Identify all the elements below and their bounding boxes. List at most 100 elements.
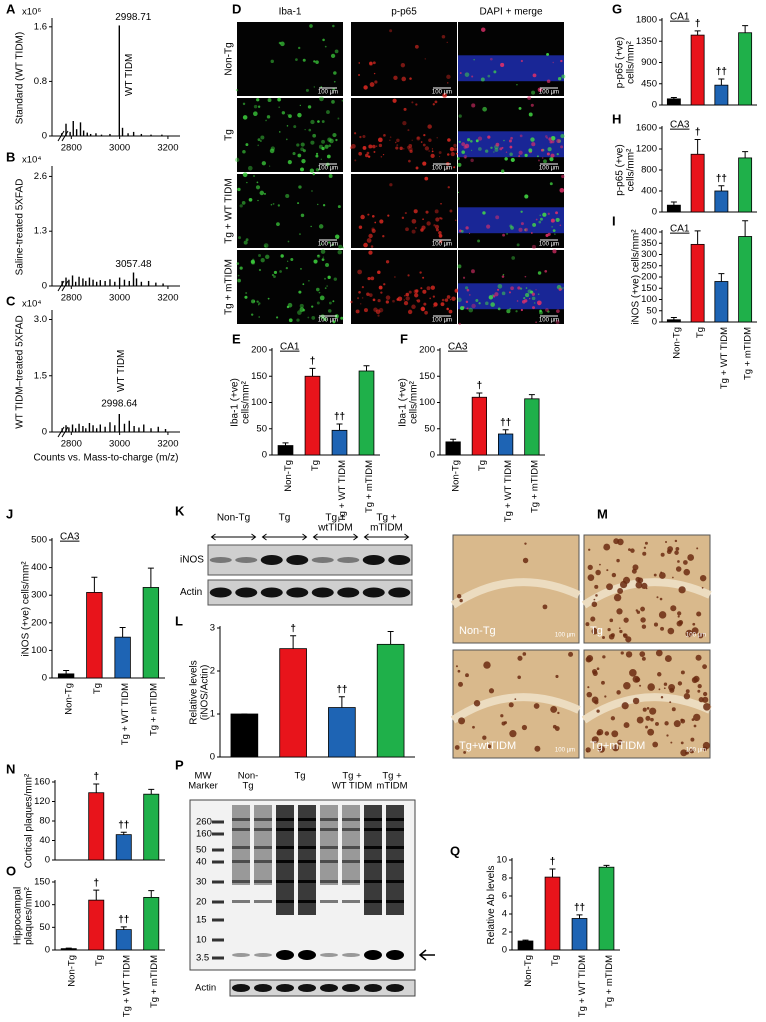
speck <box>276 222 280 227</box>
ab-band <box>276 950 294 960</box>
speck <box>269 148 275 154</box>
speck <box>380 291 383 294</box>
speck <box>318 224 324 229</box>
x-tick-label: 2800 <box>61 143 82 154</box>
blot-band <box>235 587 258 598</box>
speck <box>350 300 353 304</box>
speck <box>366 238 372 243</box>
speck <box>559 224 562 227</box>
lane-band <box>232 900 250 903</box>
speck <box>316 152 319 155</box>
plaque <box>591 668 598 675</box>
speck <box>444 298 449 302</box>
y-axis-label: plaques/mm² <box>24 886 35 944</box>
lane-band <box>276 860 294 863</box>
plaque <box>635 609 639 612</box>
x-tick-label: Tg <box>310 460 321 471</box>
blot-band <box>388 587 411 598</box>
speck <box>470 158 474 163</box>
speck <box>506 233 508 235</box>
lane-band <box>364 828 382 831</box>
y-axis-label: Standard (WT TIDM) <box>15 32 26 124</box>
speck <box>465 300 469 304</box>
speck <box>243 240 248 245</box>
speck <box>509 145 513 149</box>
scale-bar-label: 100 µm <box>539 318 559 324</box>
lane-smear <box>254 805 272 885</box>
speck <box>555 217 560 223</box>
speck <box>332 24 335 28</box>
speck <box>338 244 343 249</box>
lane-band <box>232 818 250 821</box>
speck <box>499 147 503 151</box>
plaque <box>608 634 615 640</box>
speck <box>528 148 533 153</box>
bar <box>358 370 375 456</box>
speck <box>332 87 335 91</box>
speck <box>295 58 298 62</box>
speck <box>438 151 442 154</box>
y-tick-label: 350 <box>641 238 657 249</box>
speck <box>435 217 440 222</box>
region-label: CA3 <box>670 120 690 131</box>
group-label: Non-Tg <box>217 513 250 524</box>
plaque <box>595 594 598 597</box>
micrograph: 100 µm <box>349 98 458 172</box>
plaque <box>591 696 599 704</box>
speck <box>250 313 254 316</box>
speck <box>469 294 471 296</box>
plaque <box>693 713 701 722</box>
speck <box>285 266 288 270</box>
blot-band <box>388 555 411 565</box>
plaque <box>465 673 469 678</box>
actin-band <box>232 984 250 992</box>
error-bar <box>282 442 289 446</box>
speck <box>293 125 297 129</box>
blot-band <box>235 557 258 563</box>
speck <box>501 146 504 149</box>
marker-label: 50 <box>196 845 207 856</box>
speck <box>250 259 255 264</box>
speck <box>317 254 320 257</box>
y-tick-label: 800 <box>641 165 657 176</box>
plaque <box>680 670 685 675</box>
micrograph: 100 µm <box>456 96 565 173</box>
dapi-band <box>458 55 564 82</box>
bar <box>114 636 131 679</box>
speck <box>521 299 526 304</box>
speck <box>454 289 459 293</box>
speck <box>471 269 475 274</box>
speck <box>506 309 511 314</box>
speck <box>281 111 286 115</box>
speck <box>269 165 271 167</box>
bar <box>331 429 348 456</box>
plaque <box>641 582 648 590</box>
plaque <box>670 605 677 612</box>
speck <box>537 87 543 92</box>
speck <box>524 153 528 158</box>
scale-bar-label: 100 µm <box>686 748 706 754</box>
plaque <box>683 568 691 576</box>
speck <box>447 186 450 189</box>
group-label: Tg + <box>376 513 396 524</box>
ab-band <box>320 953 338 957</box>
lane-band <box>298 846 316 849</box>
lane-band <box>320 860 338 863</box>
speck <box>320 243 323 245</box>
bar <box>277 445 294 456</box>
scale-bar-label: 100 µm <box>318 90 338 96</box>
speck <box>395 146 399 150</box>
speck <box>475 298 479 302</box>
marker-label: 10 <box>196 935 207 946</box>
speck <box>438 234 443 238</box>
speck <box>408 144 413 148</box>
marker-label: 260 <box>196 817 212 828</box>
bar <box>666 204 681 213</box>
speck <box>297 202 300 205</box>
speck <box>408 159 411 163</box>
y-tick-label: 0 <box>45 945 50 956</box>
lane-band <box>386 900 404 903</box>
ihc-image: Tg+mTIDM 100 µm <box>581 649 712 759</box>
y-tick-label: 1600 <box>636 123 657 134</box>
plaque <box>653 622 659 627</box>
